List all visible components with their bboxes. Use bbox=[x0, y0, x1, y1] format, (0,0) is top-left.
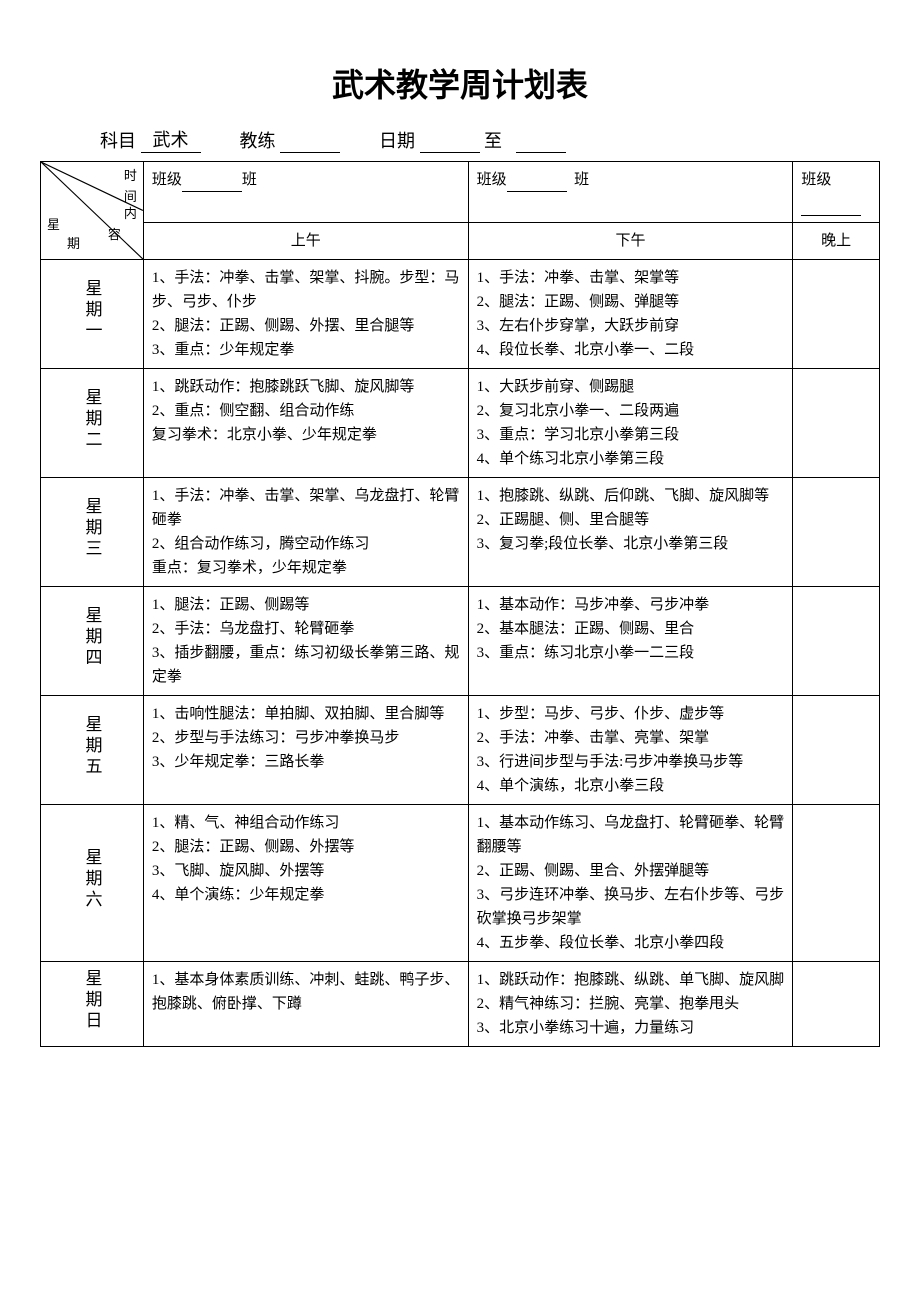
evening-content bbox=[793, 478, 880, 587]
class-cell-1: 班级 班 bbox=[143, 162, 468, 223]
header-line: 科目 武术 教练 日期 至 bbox=[40, 126, 880, 153]
day-row: 星期六 1、精、气、神组合动作练习 2、腿法：正踢、侧踢、外摆等 3、飞脚、旋风脚… bbox=[41, 805, 880, 962]
day-row: 星期一 1、手法：冲拳、击掌、架掌、抖腕。步型：马步、弓步、仆步 2、腿法：正踢、… bbox=[41, 260, 880, 369]
morning-content: 1、手法：冲拳、击掌、架掌、乌龙盘打、轮臂砸拳 2、组合动作练习，腾空动作练习 … bbox=[143, 478, 468, 587]
diag-qi: 期 bbox=[67, 234, 80, 255]
schedule-table: 时 间 内 容 星 期 班级 班 班级 班 班级 上午 下午 晚上 星期一 1、手法… bbox=[40, 161, 880, 1047]
class-row: 时 间 内 容 星 期 班级班 班级 班 班级 bbox=[41, 162, 880, 223]
morning-content: 1、跳跃动作：抱膝跳跃飞脚、旋风脚等 2、重点：侧空翻、组合动作练 复习拳术：北… bbox=[143, 369, 468, 478]
day-name-cell: 星期六 bbox=[41, 805, 144, 962]
subject-value: 武术 bbox=[141, 126, 201, 153]
class-blank[interactable] bbox=[507, 191, 567, 192]
day-name: 星期四 bbox=[78, 606, 105, 669]
afternoon-content: 1、抱膝跳、纵跳、后仰跳、飞脚、旋风脚等 2、正踢腿、侧、里合腿等 3、复习拳;… bbox=[468, 478, 793, 587]
class-label: 班级 bbox=[477, 172, 507, 188]
day-row: 星期三 1、手法：冲拳、击掌、架掌、乌龙盘打、轮臂砸拳 2、组合动作练习，腾空动作… bbox=[41, 478, 880, 587]
afternoon-content: 1、基本动作：马步冲拳、弓步冲拳 2、基本腿法：正踢、侧踢、里合 3、重点：练习… bbox=[468, 587, 793, 696]
class-blank[interactable] bbox=[801, 215, 861, 216]
day-name: 星期三 bbox=[78, 497, 105, 560]
diagonal-header: 时 间 内 容 星 期 bbox=[41, 162, 144, 260]
morning-content: 1、手法：冲拳、击掌、架掌、抖腕。步型：马步、弓步、仆步 2、腿法：正踢、侧踢、… bbox=[143, 260, 468, 369]
class-unit: 班 bbox=[242, 172, 257, 188]
evening-content bbox=[793, 805, 880, 962]
morning-content: 1、基本身体素质训练、冲刺、蛙跳、鸭子步、抱膝跳、俯卧撑、下蹲 bbox=[143, 962, 468, 1047]
subject-label: 科目 bbox=[100, 127, 136, 153]
day-name: 星期日 bbox=[78, 969, 105, 1032]
diag-time: 时 bbox=[124, 166, 137, 187]
afternoon-content: 1、基本动作练习、乌龙盘打、轮臂砸拳、轮臂翻腰等 2、正踢、侧踢、里合、外摆弹腿… bbox=[468, 805, 793, 962]
evening-content bbox=[793, 260, 880, 369]
class-label: 班级 bbox=[801, 172, 831, 188]
day-name: 星期五 bbox=[78, 715, 105, 778]
afternoon-content: 1、跳跃动作：抱膝跳、纵跳、单飞脚、旋风脚 2、精气神练习：拦腕、亮掌、抱拳甩头… bbox=[468, 962, 793, 1047]
day-name: 星期一 bbox=[78, 279, 105, 342]
coach-label: 教练 bbox=[240, 127, 276, 153]
date-from[interactable] bbox=[420, 152, 480, 153]
coach-value[interactable] bbox=[280, 152, 340, 153]
class-blank[interactable] bbox=[182, 191, 242, 192]
diag-week: 星 bbox=[47, 215, 80, 236]
afternoon-content: 1、大跃步前穿、侧踢腿 2、复习北京小拳一、二段两遍 3、重点：学习北京小拳第三… bbox=[468, 369, 793, 478]
morning-content: 1、精、气、神组合动作练习 2、腿法：正踢、侧踢、外摆等 3、飞脚、旋风脚、外摆… bbox=[143, 805, 468, 962]
date-to-label: 至 bbox=[484, 127, 502, 153]
day-row: 星期四 1、腿法：正踢、侧踢等 2、手法：乌龙盘打、轮臂砸拳 3、插步翻腰，重点：… bbox=[41, 587, 880, 696]
evening-content bbox=[793, 696, 880, 805]
day-name-cell: 星期二 bbox=[41, 369, 144, 478]
session-evening: 晚上 bbox=[793, 223, 880, 260]
morning-content: 1、击响性腿法：单拍脚、双拍脚、里合脚等 2、步型与手法练习：弓步冲拳换马步 3… bbox=[143, 696, 468, 805]
evening-content bbox=[793, 369, 880, 478]
morning-content: 1、腿法：正踢、侧踢等 2、手法：乌龙盘打、轮臂砸拳 3、插步翻腰，重点：练习初… bbox=[143, 587, 468, 696]
afternoon-content: 1、步型：马步、弓步、仆步、虚步等 2、手法：冲拳、击掌、亮掌、架掌 3、行进间… bbox=[468, 696, 793, 805]
day-name: 星期二 bbox=[78, 388, 105, 451]
evening-content bbox=[793, 962, 880, 1047]
class-label: 班级 bbox=[152, 172, 182, 188]
day-row: 星期五 1、击响性腿法：单拍脚、双拍脚、里合脚等 2、步型与手法练习：弓步冲拳换马… bbox=[41, 696, 880, 805]
diag-content: 内 bbox=[124, 204, 137, 225]
afternoon-content: 1、手法：冲拳、击掌、架掌等 2、腿法：正踢、侧踢、弹腿等 3、左右仆步穿掌，大… bbox=[468, 260, 793, 369]
diag-rong: 容 bbox=[108, 225, 137, 246]
class-cell-3: 班级 bbox=[793, 162, 880, 223]
day-name-cell: 星期三 bbox=[41, 478, 144, 587]
day-name-cell: 星期日 bbox=[41, 962, 144, 1047]
date-to[interactable] bbox=[516, 152, 566, 153]
class-unit: 班 bbox=[574, 172, 589, 188]
evening-content bbox=[793, 587, 880, 696]
day-name-cell: 星期五 bbox=[41, 696, 144, 805]
session-header-row: 上午 下午 晚上 bbox=[41, 223, 880, 260]
day-row: 星期二 1、跳跃动作：抱膝跳跃飞脚、旋风脚等 2、重点：侧空翻、组合动作练 复习拳… bbox=[41, 369, 880, 478]
class-cell-2: 班级 班 bbox=[468, 162, 793, 223]
date-label: 日期 bbox=[379, 127, 415, 153]
session-afternoon: 下午 bbox=[468, 223, 793, 260]
day-name-cell: 星期四 bbox=[41, 587, 144, 696]
day-row: 星期日 1、基本身体素质训练、冲刺、蛙跳、鸭子步、抱膝跳、俯卧撑、下蹲1、跳跃动作… bbox=[41, 962, 880, 1047]
page-title: 武术教学周计划表 bbox=[40, 60, 880, 106]
session-morning: 上午 bbox=[143, 223, 468, 260]
day-name: 星期六 bbox=[78, 848, 105, 911]
day-name-cell: 星期一 bbox=[41, 260, 144, 369]
